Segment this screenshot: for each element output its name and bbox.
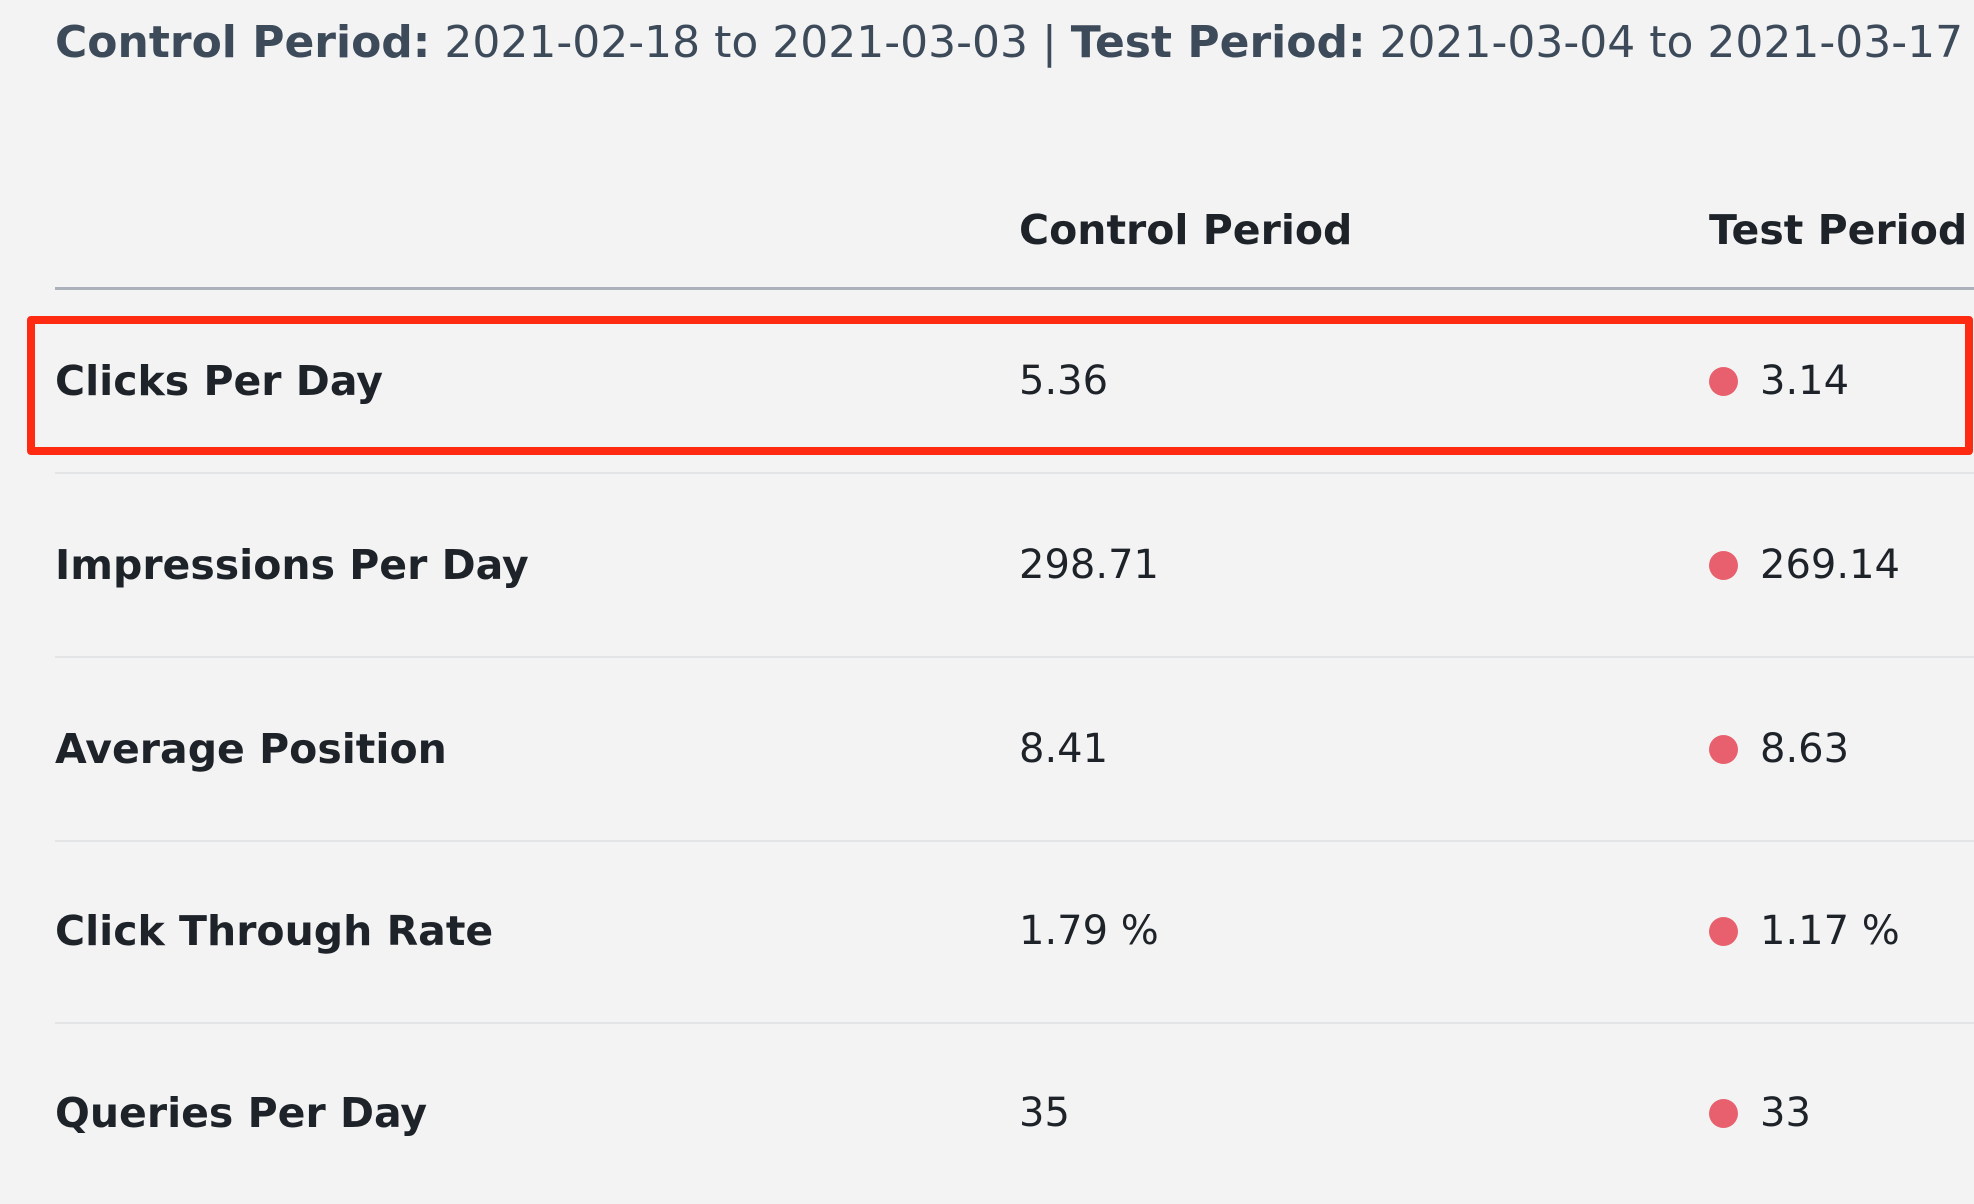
metric-label: Impressions Per Day — [55, 541, 529, 589]
test-value: 8.63 — [1760, 726, 1850, 772]
metric-label: Queries Per Day — [55, 1089, 428, 1137]
test-period-label: Test Period: — [1070, 17, 1366, 68]
test-value-cell: 33 — [1709, 1022, 1811, 1204]
header-divider — [55, 287, 1974, 290]
control-value: 35 — [1019, 1090, 1070, 1136]
table-row-average-position: Average Position 8.41 8.63 — [55, 658, 1974, 842]
control-value: 298.71 — [1019, 542, 1159, 588]
status-dot-icon — [1709, 1098, 1738, 1128]
control-value: 8.41 — [1019, 726, 1109, 772]
test-value: 1.17 % — [1760, 908, 1900, 954]
test-value-cell: 8.63 — [1709, 658, 1849, 840]
metric-label: Clicks Per Day — [55, 357, 383, 405]
metric-label: Average Position — [55, 725, 447, 773]
test-value-cell: 1.17 % — [1709, 840, 1900, 1022]
table-row-queries-per-day: Queries Per Day 35 33 — [55, 1022, 1974, 1204]
period-summary: Control Period: 2021-02-18 to 2021-03-03… — [55, 10, 1963, 76]
status-dot-icon — [1709, 550, 1738, 580]
column-header-test-period: Test Period — [1709, 206, 1968, 254]
control-value: 5.36 — [1019, 358, 1109, 404]
test-period-range: 2021-03-04 to 2021-03-17 — [1379, 17, 1964, 68]
test-value: 33 — [1760, 1090, 1811, 1136]
table-row-click-through-rate: Click Through Rate 1.79 % 1.17 % — [55, 840, 1974, 1024]
table-row-impressions-per-day: Impressions Per Day 298.71 269.14 — [55, 474, 1974, 658]
table-row-clicks-per-day: Clicks Per Day 5.36 3.14 — [55, 290, 1974, 474]
column-header-control-period: Control Period — [1019, 206, 1353, 254]
status-dot-icon — [1709, 916, 1738, 946]
control-period-range: 2021-02-18 to 2021-03-03 — [444, 17, 1028, 68]
test-value: 269.14 — [1760, 542, 1900, 588]
control-value: 1.79 % — [1019, 908, 1159, 954]
metric-label: Click Through Rate — [55, 907, 494, 955]
test-value: 3.14 — [1760, 358, 1850, 404]
test-value-cell: 269.14 — [1709, 474, 1900, 656]
status-dot-icon — [1709, 366, 1738, 396]
status-dot-icon — [1709, 734, 1738, 764]
test-value-cell: 3.14 — [1709, 290, 1849, 472]
period-separator: | — [1041, 17, 1057, 68]
control-period-label: Control Period: — [55, 17, 431, 68]
